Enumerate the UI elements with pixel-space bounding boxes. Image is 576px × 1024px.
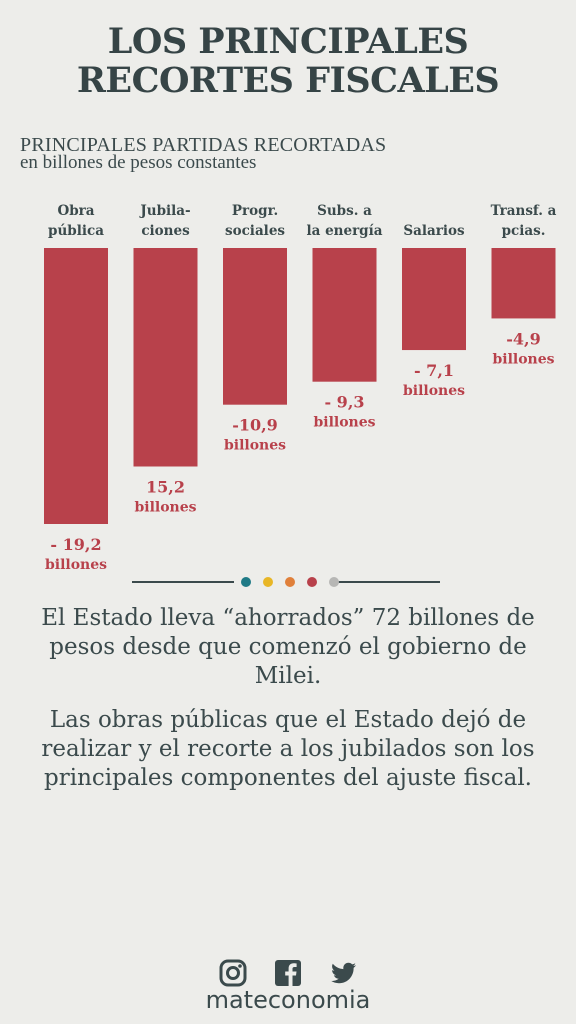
category-label: Subs. a la energía bbox=[307, 203, 383, 239]
bar bbox=[44, 248, 108, 524]
bar-chart: Obra pública - 19,2 billones Jubila-ciones 15… bbox=[44, 203, 557, 573]
bar bbox=[223, 248, 287, 405]
divider-dot bbox=[241, 577, 251, 587]
category-label: Obra pública bbox=[48, 203, 104, 239]
category-label: Salarios bbox=[403, 223, 465, 239]
data-label: 15,2 billones bbox=[134, 478, 196, 516]
subtitle-line-1: PRINCIPALES PARTIDAS RECORTADAS bbox=[20, 134, 387, 156]
detail-paragraph: Las obras públicas que el Estado dejó de… bbox=[41, 707, 535, 791]
social-links bbox=[0, 958, 576, 988]
divider-line-right bbox=[338, 581, 440, 583]
dotted-divider bbox=[132, 575, 440, 589]
data-label: -10,9 billones bbox=[224, 416, 286, 454]
brand-name: mateconomia bbox=[205, 986, 371, 1014]
data-label: - 9,3 billones bbox=[313, 393, 375, 431]
bar bbox=[402, 248, 466, 351]
title-line-2: RECORTES FISCALES bbox=[76, 60, 500, 101]
facebook-icon[interactable] bbox=[273, 958, 303, 988]
summary-paragraph: El Estado lleva “ahorrados” 72 billones … bbox=[41, 605, 535, 689]
subtitle-line-2: en billones de pesos constantes bbox=[20, 152, 257, 173]
instagram-icon[interactable] bbox=[218, 958, 248, 988]
chart-subtitle: PRINCIPALES PARTIDAS RECORTADAS en billo… bbox=[20, 134, 387, 173]
bar bbox=[133, 248, 198, 467]
divider-dot bbox=[307, 577, 317, 587]
bar bbox=[312, 248, 377, 382]
twitter-icon[interactable] bbox=[328, 958, 358, 988]
divider-dot bbox=[285, 577, 295, 587]
category-label: Transf. a pcias. bbox=[491, 203, 557, 239]
category-label: Jubila-ciones bbox=[139, 203, 190, 239]
category-label: Progr. sociales bbox=[225, 203, 285, 239]
title-line-1: LOS PRINCIPALES bbox=[107, 21, 469, 62]
divider-dot bbox=[263, 577, 273, 587]
divider-dot bbox=[329, 577, 339, 587]
data-label: - 19,2 billones bbox=[45, 535, 107, 573]
data-label: -4,9 billones bbox=[492, 329, 554, 367]
page-title: LOS PRINCIPALES RECORTES FISCALES bbox=[0, 22, 576, 100]
data-label: - 7,1 billones bbox=[403, 361, 465, 399]
divider-line-left bbox=[132, 581, 234, 583]
bar bbox=[491, 248, 556, 319]
